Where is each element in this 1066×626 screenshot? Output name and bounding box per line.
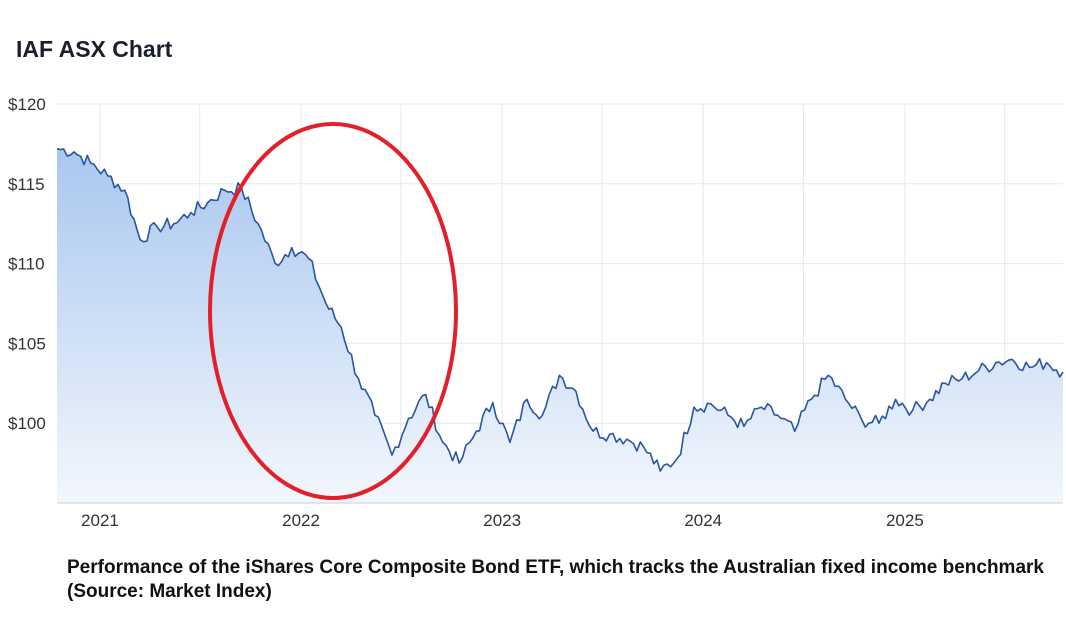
- highlight-ellipse: [208, 122, 458, 500]
- y-tick-label: $120: [8, 95, 46, 114]
- price-area: [57, 148, 1063, 503]
- x-tick-label: 2025: [886, 511, 924, 530]
- x-axis-labels: 2021 2022 2023 2024 2025: [81, 511, 924, 530]
- chart-title: IAF ASX Chart: [16, 36, 173, 62]
- figure-caption: Performance of the iShares Core Composit…: [67, 557, 1044, 602]
- chart-area: $100$105$110$115$120 2021 2022 2023 2024 202…: [8, 95, 1064, 530]
- price-line: [56, 147, 1064, 472]
- y-tick-label: $115: [8, 175, 45, 194]
- x-tick-label: 2022: [282, 511, 320, 530]
- x-tick-label: 2021: [81, 511, 119, 530]
- y-tick-label: $110: [8, 255, 45, 274]
- x-tick-label: 2023: [483, 511, 521, 530]
- y-tick-label: $105: [8, 334, 46, 353]
- y-axis-labels: $100 $105 $110 $115 $120: [8, 95, 46, 433]
- y-tick-label: $100: [8, 414, 46, 433]
- x-tick-label: 2024: [684, 511, 722, 530]
